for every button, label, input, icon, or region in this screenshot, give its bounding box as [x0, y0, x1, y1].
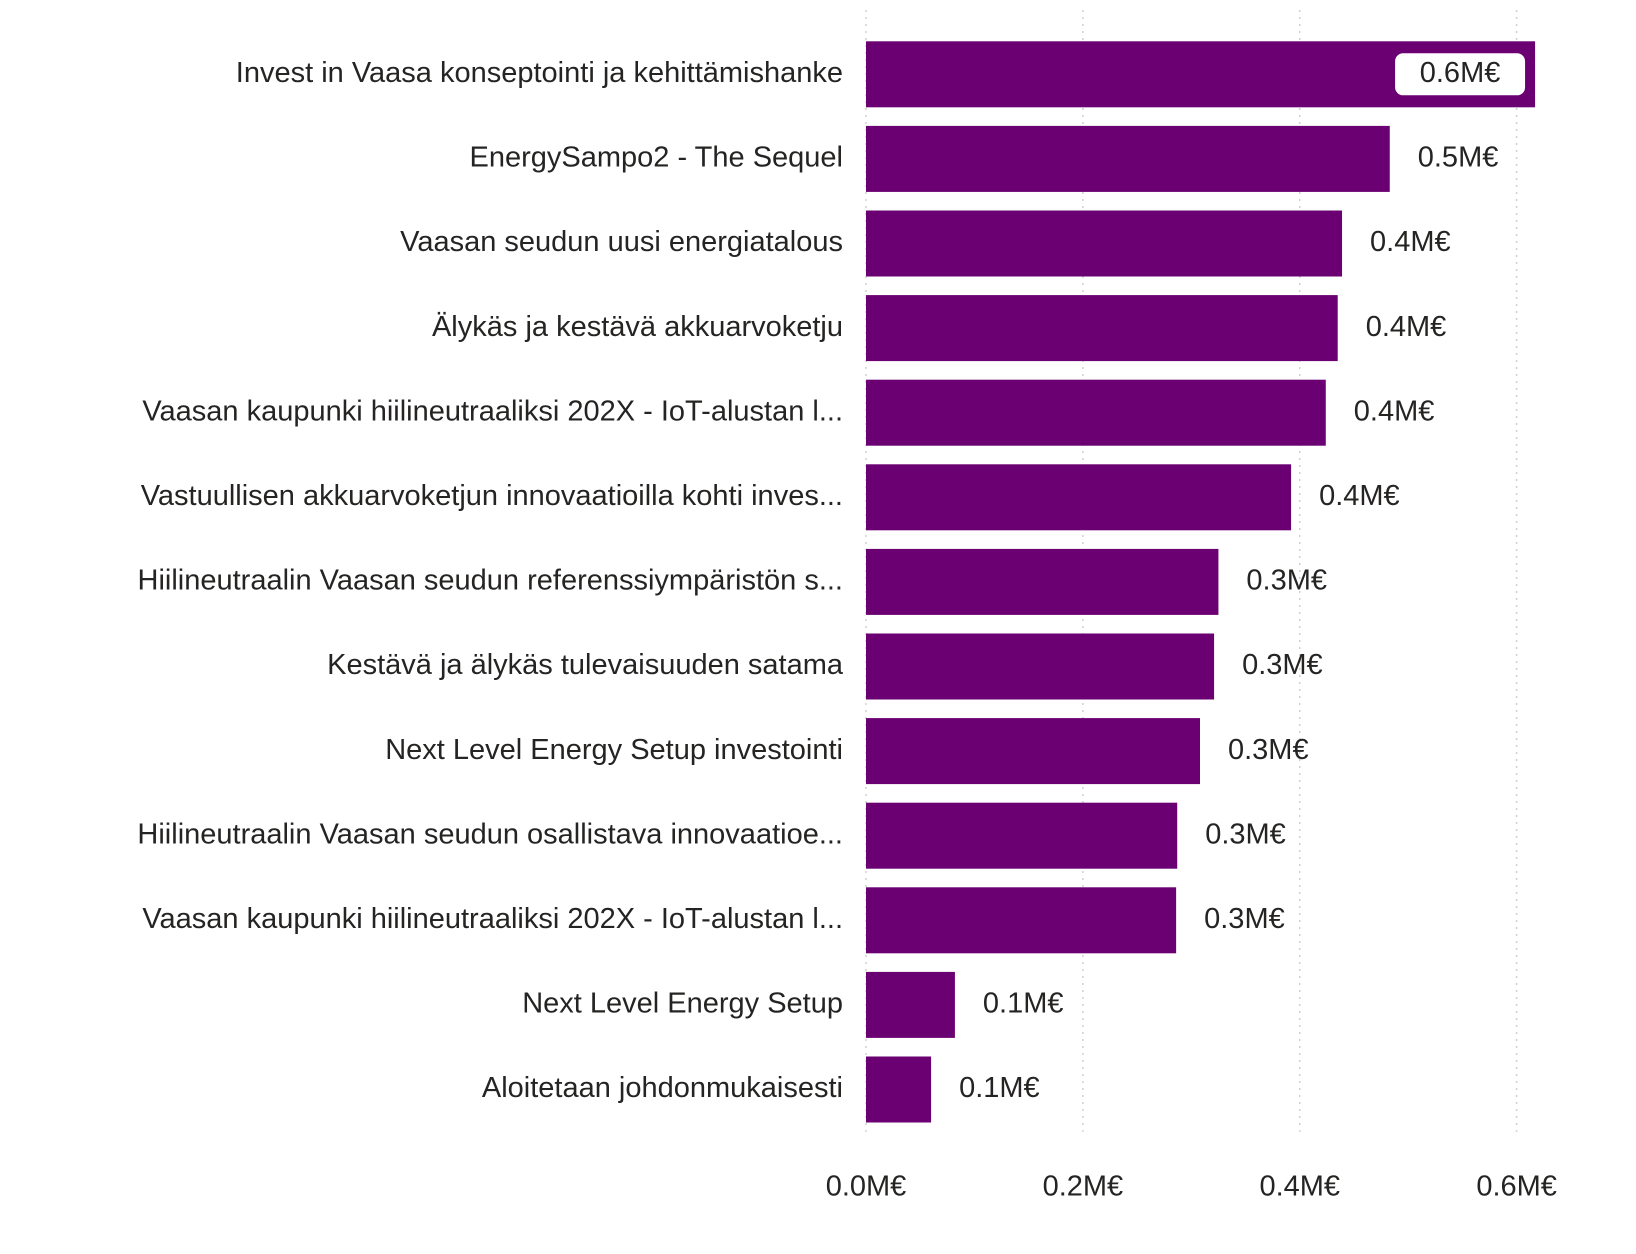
category-label: EnergySampo2 - The Sequel: [470, 142, 843, 174]
value-label: 0.4M€: [1319, 480, 1400, 512]
bar: [866, 633, 1215, 700]
x-tick-label: 0.2M€: [1043, 1171, 1124, 1203]
category-label: Hiilineutraalin Vaasan seudun osallistav…: [137, 818, 843, 850]
bar: [866, 464, 1292, 531]
value-label: 0.3M€: [1205, 818, 1286, 850]
category-label: Hiilineutraalin Vaasan seudun referenssi…: [138, 565, 844, 597]
bar: [866, 295, 1338, 362]
value-label: 0.3M€: [1204, 903, 1285, 935]
x-tick-label: 0.0M€: [826, 1171, 907, 1203]
bar: [866, 802, 1178, 869]
bar: [866, 1056, 932, 1123]
x-tick-label: 0.4M€: [1259, 1171, 1340, 1203]
category-label: Vaasan kaupunki hiilineutraaliksi 202X -…: [142, 395, 843, 427]
bar: [866, 971, 955, 1038]
value-label: 0.3M€: [1242, 649, 1323, 681]
bar: [866, 548, 1219, 615]
bar: [866, 125, 1390, 192]
value-label-bg: [1395, 53, 1526, 96]
category-label: Next Level Energy Setup investointi: [385, 734, 843, 766]
bar: [866, 379, 1326, 446]
value-label: 0.4M€: [1370, 226, 1451, 258]
value-label: 0.6M€: [1420, 57, 1501, 89]
bar: [866, 210, 1343, 277]
bar: [866, 718, 1200, 785]
category-label: Kestävä ja älykäs tulevaisuuden satama: [327, 649, 844, 681]
category-label: Next Level Energy Setup: [522, 988, 843, 1020]
category-label: Vaasan kaupunki hiilineutraaliksi 202X -…: [142, 903, 843, 935]
category-label: Vaasan seudun uusi energiatalous: [400, 226, 843, 258]
category-label: Aloitetaan johdonmukaisesti: [482, 1072, 843, 1104]
value-label: 0.3M€: [1246, 565, 1327, 597]
value-label: 0.1M€: [983, 988, 1064, 1020]
category-label: Älykäs ja kestävä akkuarvoketju: [432, 311, 843, 343]
value-label: 0.3M€: [1228, 734, 1309, 766]
value-label: 0.4M€: [1366, 311, 1447, 343]
value-label: 0.4M€: [1354, 395, 1435, 427]
x-tick-label: 0.6M€: [1476, 1171, 1557, 1203]
category-label: Invest in Vaasa konseptointi ja kehittäm…: [236, 57, 843, 89]
bar: [866, 887, 1177, 954]
category-label: Vastuullisen akkuarvoketjun innovaatioil…: [141, 480, 843, 512]
value-label: 0.1M€: [959, 1072, 1040, 1104]
value-label: 0.5M€: [1418, 142, 1499, 174]
